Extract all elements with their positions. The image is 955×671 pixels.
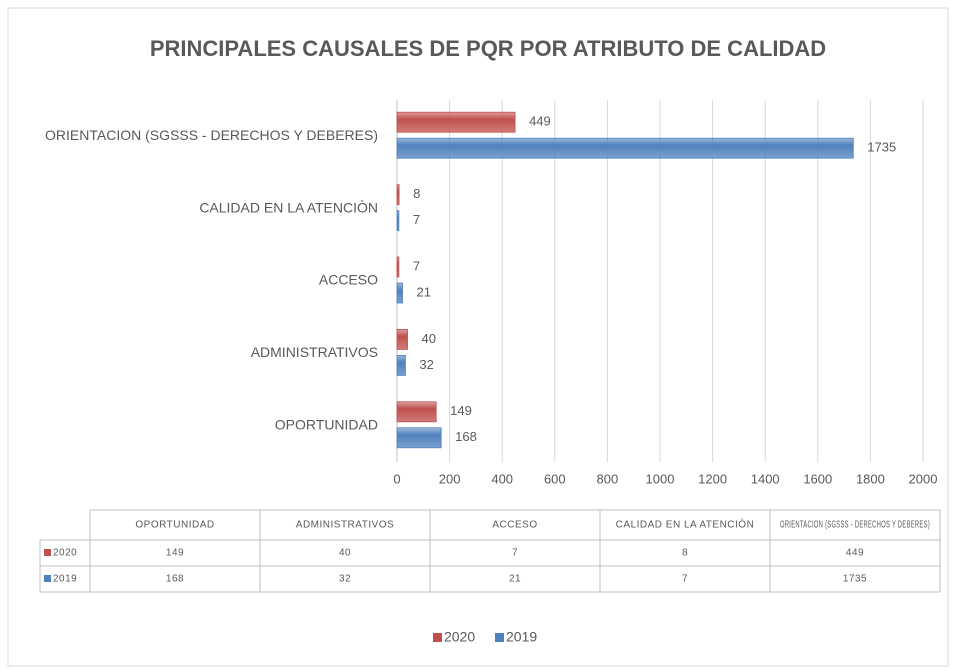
data-label: 21: [417, 284, 431, 299]
data-table: OPORTUNIDAD 149 168 ADMINISTRATIVOS 40 32 ACCE…: [39, 509, 941, 593]
bar: [396, 111, 516, 133]
bar: [396, 354, 406, 376]
data-label: 1735: [867, 140, 896, 155]
table-cell: 7: [512, 548, 518, 559]
data-label: 8: [413, 186, 420, 201]
table-row-label: 2020: [53, 548, 77, 559]
table-header: ACCESO: [492, 520, 537, 531]
data-label: 168: [455, 429, 477, 444]
x-tick-label: 1400: [751, 471, 780, 486]
table-cell: 7: [682, 574, 688, 585]
table-cell: 1735: [843, 574, 867, 585]
bar: [396, 184, 400, 206]
legend-label: 2020: [444, 629, 475, 645]
table-header: OPORTUNIDAD: [135, 520, 214, 531]
data-label: 40: [422, 331, 436, 346]
table-header: ADMINISTRATIVOS: [296, 520, 394, 531]
legend-key: [495, 633, 504, 642]
x-tick-label: 1800: [856, 471, 885, 486]
x-tick-label: 400: [491, 471, 513, 486]
data-label: 32: [419, 357, 433, 372]
x-tick-label: 1200: [698, 471, 727, 486]
x-tick-label: 200: [439, 471, 461, 486]
x-tick-label: 1600: [803, 471, 832, 486]
table-header: ORIENTACION (SGSSS - DERECHOS Y DEBERES): [780, 520, 930, 531]
data-label: 449: [529, 114, 551, 129]
table-cell: 8: [682, 548, 688, 559]
table-legend-key: [44, 575, 51, 582]
y-tick-label: ORIENTACION (SGSSS - DERECHOS Y DEBERES): [45, 127, 378, 143]
table-cell: 168: [166, 574, 184, 585]
data-label: 7: [413, 212, 420, 227]
table-header: CALIDAD EN LA ATENCIÒN: [616, 518, 755, 531]
table-legend-key: [44, 549, 51, 556]
data-label: 149: [450, 403, 472, 418]
chart-frame: [7, 7, 949, 667]
x-tick-label: 800: [597, 471, 619, 486]
bar: [396, 137, 854, 159]
bar: [396, 328, 408, 350]
table-cell: 32: [339, 574, 351, 585]
x-tick-label: 2000: [909, 471, 938, 486]
y-tick-label: OPORTUNIDAD: [275, 417, 378, 433]
bar: [396, 282, 403, 304]
bar: [396, 401, 437, 423]
legend-key: [433, 633, 442, 642]
x-tick-label: 1000: [646, 471, 675, 486]
bar: [396, 427, 442, 449]
x-tick-label: 600: [544, 471, 566, 486]
table-cell: 149: [166, 548, 184, 559]
y-tick-label: ACCESO: [319, 272, 378, 288]
y-tick-label: CALIDAD EN LA ATENCIÒN: [199, 199, 378, 215]
x-tick-label: 0: [393, 471, 400, 486]
table-row-label: 2019: [53, 574, 77, 585]
chart-title: PRINCIPALES CAUSALES DE PQR POR ATRIBUTO…: [150, 36, 826, 61]
table-cell: 449: [846, 548, 864, 559]
table-cell: 40: [339, 548, 351, 559]
legend-label: 2019: [506, 629, 537, 645]
table-cell: 21: [509, 574, 521, 585]
bar: [396, 210, 400, 232]
y-tick-label: ADMINISTRATIVOS: [251, 344, 378, 360]
data-label: 7: [413, 258, 420, 273]
bar: [396, 256, 400, 278]
